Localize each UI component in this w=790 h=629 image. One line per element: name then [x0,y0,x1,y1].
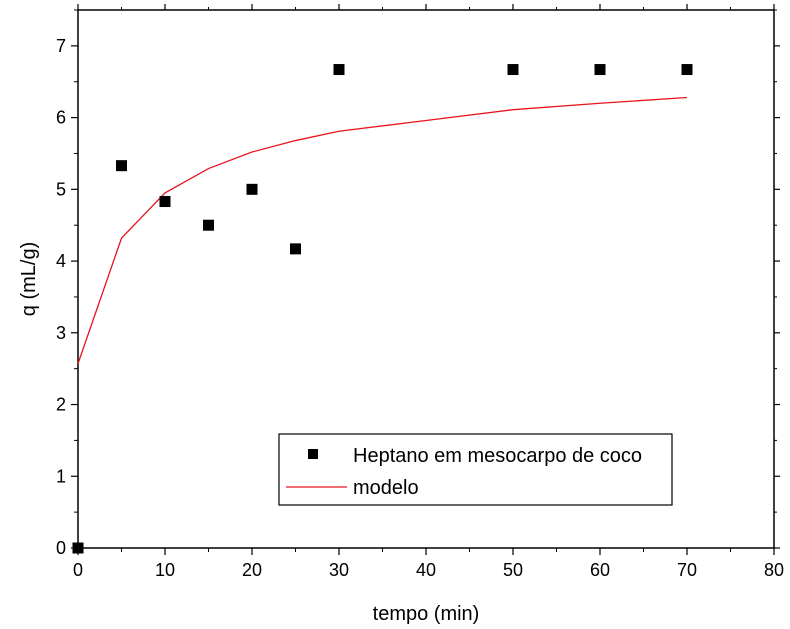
legend-box [278,433,673,506]
x-tick-label: 70 [677,560,697,580]
legend-marker-square [308,449,318,459]
data-point [333,64,345,76]
x-tick-label: 0 [73,560,83,580]
data-point [681,64,693,76]
data-point [159,196,171,208]
data-point [116,160,127,172]
y-tick-label: 3 [56,323,66,343]
y-tick-label: 1 [56,466,66,486]
y-tick-label: 4 [56,251,66,271]
x-axis-title: tempo (min) [373,603,480,625]
y-tick-label: 5 [56,179,66,199]
legend-label-modelo: modelo [353,477,419,499]
data-point [246,183,258,195]
data-point [507,64,519,76]
y-tick-label: 2 [56,395,66,415]
data-point-series [72,64,693,554]
data-point [290,243,301,255]
y-tick-label: 6 [56,108,66,128]
x-tick-label: 30 [329,560,349,580]
data-point [594,64,606,76]
legend-label-heptano: Heptano em mesocarpo de coco [353,445,642,467]
data-point [203,219,214,231]
y-tick-label: 7 [56,36,66,56]
model-line-series [77,96,688,364]
x-tick-label: 10 [155,560,175,580]
x-tick-label: 40 [416,560,436,580]
x-tick-label: 60 [590,560,610,580]
legend: Heptano em mesocarpo de coco modelo [278,433,673,506]
y-axis-title: q (mL/g) [18,242,40,316]
axes: 0 10 20 30 40 50 60 70 80 0 1 2 3 4 5 6 7 [56,4,784,580]
y-tick-label: 0 [56,538,66,558]
x-tick-label: 20 [242,560,262,580]
x-tick-label: 80 [764,560,784,580]
x-tick-label: 50 [503,560,523,580]
data-point [72,542,84,554]
model-line [77,96,688,364]
